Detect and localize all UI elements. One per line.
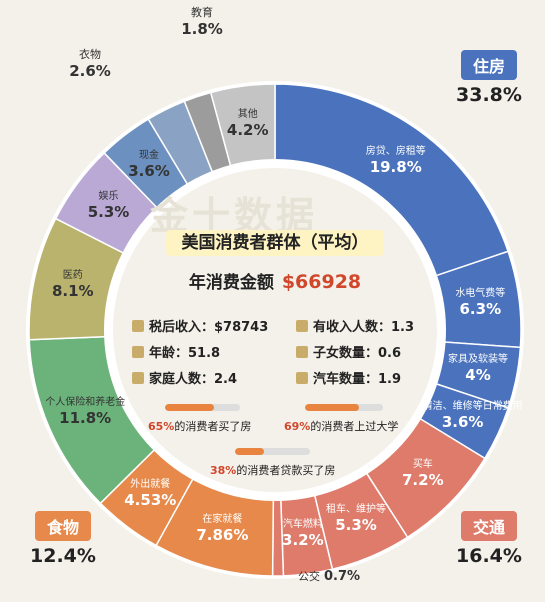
- slice-label-11: 医药 8.1%: [33, 270, 113, 300]
- slice-label-1: 水电气费等 6.3%: [440, 288, 520, 318]
- category-housing-pct: 33.8%: [456, 84, 522, 106]
- category-transport-label: 交通: [460, 511, 517, 541]
- slice-value-8: 7.86%: [196, 526, 249, 545]
- slice-name-0: 房贷、房租等: [365, 145, 426, 157]
- slice-name-3: 清洁、维修等日常费用: [422, 401, 523, 413]
- slice-value-16: 4.2%: [226, 120, 269, 139]
- slice-label-0: 房贷、房租等 19.8%: [356, 146, 436, 176]
- slice-name-9: 外出就餐: [130, 479, 171, 491]
- slice-name-12: 娱乐: [98, 190, 119, 202]
- slice-name-2: 家具及软装等: [448, 354, 508, 366]
- slice-value-10: 11.8%: [59, 408, 112, 427]
- slice-label-16: 其他 4.2%: [208, 109, 288, 139]
- slice-value-12: 5.3%: [87, 202, 130, 221]
- category-food-pct: 12.4%: [30, 545, 96, 567]
- slice-name-6: 汽车燃料: [282, 519, 323, 531]
- slice-value-11: 8.1%: [51, 281, 94, 300]
- slice-name-11: 医药: [62, 269, 83, 281]
- category-transport-pct: 16.4%: [456, 545, 522, 567]
- slice-label-4: 买车 7.2%: [383, 459, 463, 489]
- slice-value-4: 7.2%: [402, 470, 444, 489]
- slice-label-12: 娱乐 5.3%: [69, 191, 149, 221]
- slice-label-2: 家具及软装等 4%: [438, 354, 518, 384]
- category-food-label: 食物: [34, 511, 91, 541]
- category-transport: 交通 16.4%: [456, 511, 522, 567]
- slice-value-0: 19.8%: [369, 157, 422, 176]
- slice-value-3: 3.6%: [441, 413, 484, 432]
- slice-value-9: 4.53%: [124, 491, 177, 510]
- slice-label-5: 租车、维护等 5.3%: [316, 504, 396, 534]
- slice-label-8: 在家就餐 7.86%: [182, 514, 262, 544]
- slice-name-8: 在家就餐: [202, 514, 243, 526]
- slice-name-4: 买车: [412, 458, 433, 470]
- slice-name-5: 租车、维护等: [326, 504, 387, 516]
- donut-inner-ring: [104, 159, 446, 501]
- category-housing-label: 住房: [460, 50, 517, 80]
- slice-name-1: 水电气费等: [455, 287, 506, 299]
- slice-label-6: 汽车燃料 3.2%: [263, 519, 343, 549]
- slice-label-10: 个人保险和养老金 11.8%: [45, 397, 125, 427]
- category-food: 食物 12.4%: [30, 511, 96, 567]
- slice-value-6: 3.2%: [282, 531, 324, 550]
- slice-value-2: 4%: [465, 366, 491, 385]
- slice-name-13: 现金: [139, 149, 160, 161]
- slice-label-education: 教育 1.8%: [181, 6, 223, 38]
- watermark: 金十数据: [150, 194, 319, 238]
- slice-label-clothing: 衣物 2.6%: [69, 48, 111, 80]
- slice-name-10: 个人保险和养老金: [45, 396, 126, 408]
- slice-label-13: 现金 3.6%: [109, 150, 189, 180]
- category-housing: 住房 33.8%: [456, 50, 522, 106]
- slice-label-9: 外出就餐 4.53%: [110, 479, 190, 509]
- slice-label-transit: 公交 0.7%: [297, 569, 361, 584]
- slice-name-16: 其他: [237, 108, 258, 120]
- slice-label-3: 清洁、维修等日常费用 3.6%: [422, 401, 523, 432]
- slice-value-5: 5.3%: [335, 516, 377, 535]
- slice-value-13: 3.6%: [128, 161, 170, 180]
- slice-value-1: 6.3%: [459, 299, 502, 318]
